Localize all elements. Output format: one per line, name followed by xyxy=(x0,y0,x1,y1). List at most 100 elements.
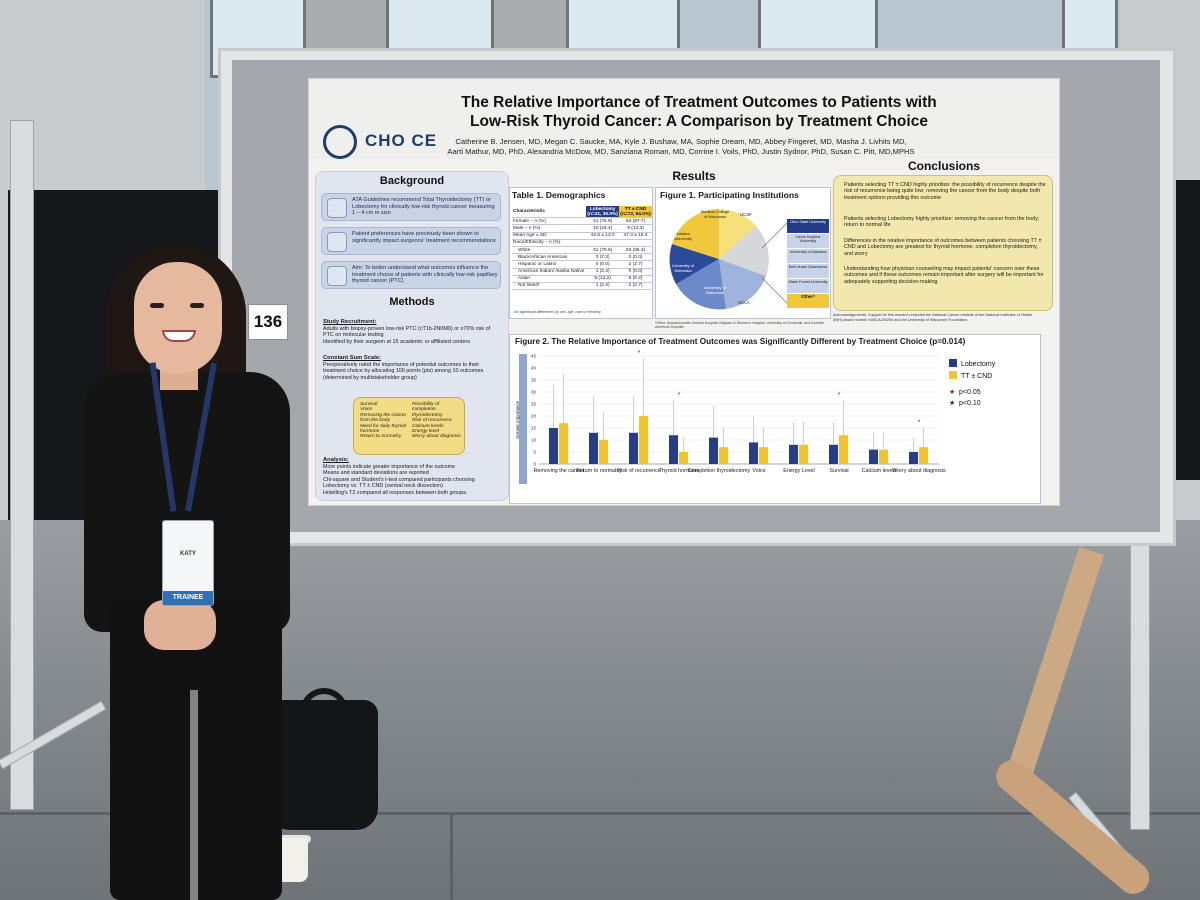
pie-slice xyxy=(672,209,719,259)
analysis-item: More points indicate greater importance … xyxy=(323,463,456,470)
title-line-1: The Relative Importance of Treatment Out… xyxy=(461,94,937,111)
legend-p05: p<0.05 xyxy=(959,389,981,396)
figure1-footnote: *Other: Massachusetts General Hospital, … xyxy=(655,321,825,330)
bar-lobectomy xyxy=(669,435,678,464)
slice-label: University of Wisconsin xyxy=(703,285,726,295)
table-cell: 5 (12.2) xyxy=(586,275,620,283)
institution-box-other: Other* xyxy=(787,294,829,308)
table-cell: Black/African American xyxy=(512,253,587,262)
importance-arrow xyxy=(519,354,527,484)
table-cell: 64 (87.7) xyxy=(619,217,652,226)
name-badge: KATY TRAINEE xyxy=(162,520,214,606)
y-tick-label: 45 xyxy=(531,354,537,359)
institutions-pie xyxy=(669,209,769,310)
table-row: Mean Age ± SD 42.6 ± 13.0 47.3 ± 15.4 xyxy=(512,232,652,240)
research-poster: CHO CE The Relative Importance of Treatm… xyxy=(308,78,1060,506)
x-tick-label: Survival xyxy=(829,468,848,474)
background-item-text: Patient preferences have previously been… xyxy=(352,231,496,244)
left-stand-post xyxy=(10,120,34,810)
outcome-item: Need for daily thyroid hormone xyxy=(360,423,407,435)
table-cell: 2 (2.7) xyxy=(619,282,652,291)
table-cell: 1 (2.4) xyxy=(586,282,620,291)
connector-lines xyxy=(761,221,789,305)
floor-seam xyxy=(0,812,1200,815)
y-tick-label: 40 xyxy=(531,366,537,371)
legend-p10: p<0.10 xyxy=(959,400,981,407)
table-row: Hispanic or Latino 0 (0.0) 2 (2.7) xyxy=(512,260,652,269)
pie-slice xyxy=(669,244,719,284)
bar-lobectomy xyxy=(589,432,598,464)
conclusions-panel: Patients selecting TT ± CND highly prior… xyxy=(833,175,1053,311)
methods-heading: Methods xyxy=(389,296,435,308)
institution-box: Wake Forest University xyxy=(787,279,829,293)
table-cell xyxy=(619,239,652,247)
table-row: Black/African American 3 (7.3) 0 (0.0) xyxy=(512,253,652,262)
slice-label: UCSF xyxy=(740,212,752,217)
table-row: Asian 5 (12.2) 6 (8.2) xyxy=(512,275,652,283)
background-item-text: Aim: To better understand what outcomes … xyxy=(352,265,498,285)
table-cell: 6 (8.2) xyxy=(619,275,652,283)
bar-tt-cnd xyxy=(719,447,728,464)
slice-label: Medical College of Wisconsin xyxy=(700,209,730,219)
table-cell: 10 (24.4) xyxy=(586,224,620,233)
table-cell: 31 (75.6) xyxy=(586,217,620,226)
background-item: Aim: To better understand what outcomes … xyxy=(321,261,501,289)
recruitment-heading: Study Recruitment: xyxy=(323,319,377,325)
table-row: Male – n (%) 10 (24.4) 9 (12.3) xyxy=(512,224,652,233)
analysis-item: Chi-square and Student's t-test compared… xyxy=(323,476,475,490)
y-tick-label: 30 xyxy=(531,390,537,395)
table-cell: 63 (86.3) xyxy=(619,246,652,255)
table-row: Not listed* 1 (2.4) 2 (2.7) xyxy=(512,282,652,291)
y-tick-label: 20 xyxy=(531,414,537,419)
slice-label: Indiana University xyxy=(674,231,692,241)
recruitment-item: Identified by their surgeon at 15 academ… xyxy=(323,338,471,345)
table-cell: American Indian/ Alaska Native xyxy=(512,268,587,276)
pie-slice xyxy=(719,226,769,276)
bar-tt-cnd xyxy=(759,447,768,464)
institution-box: Johns Hopkins University xyxy=(787,234,829,248)
authors-line-1: Catherine B. Jensen, MD, Megan C. Saucke… xyxy=(455,137,907,146)
table-cell: Asian xyxy=(512,275,587,283)
person-hands xyxy=(144,600,216,650)
bar-lobectomy xyxy=(629,432,638,464)
slice-label: University of Nebraska xyxy=(671,263,694,273)
pie-slice xyxy=(719,209,756,259)
table-cell: Female – n (%) xyxy=(512,217,587,226)
handbag xyxy=(268,700,378,830)
person-eye xyxy=(190,303,204,308)
legend-label: TT ± CND xyxy=(961,373,992,380)
outcome-item: Worry about diagnosis xyxy=(412,434,461,440)
recruitment-block: Study Recruitment: Adults with biopsy-pr… xyxy=(323,319,499,345)
outcomes-right: Possibility of completion thyroidectomy … xyxy=(412,402,464,440)
col-tt-cnd: TT ± CND (n=73, 64.0%) xyxy=(619,206,652,219)
y-tick-label: 10 xyxy=(531,438,537,443)
x-tick-label: Risk of recurrence xyxy=(617,468,661,474)
authors-line-2: Aarti Mathur, MD, PhD, Alexandria McDow,… xyxy=(447,147,915,156)
conclusions-heading: Conclusions xyxy=(907,159,980,173)
person-face xyxy=(134,262,222,374)
table-cell: 42.6 ± 13.0 xyxy=(586,232,620,240)
table-cell: Male – n (%) xyxy=(512,224,587,233)
logo-text: CHO CE xyxy=(365,131,438,150)
analysis-item: Hotelling's T2 compared all responses be… xyxy=(323,489,468,496)
bar-tt-cnd xyxy=(559,423,568,464)
pie-slice xyxy=(719,259,766,309)
col-lobectomy: Lobectomy (n=41, 36.0%) xyxy=(586,206,620,219)
target-icon xyxy=(327,266,347,286)
x-tick-label: Voice xyxy=(752,468,765,474)
legend-star: ★ xyxy=(949,399,955,407)
outcome-item: Energy level xyxy=(412,429,439,435)
outcome-item: Calcium levels xyxy=(412,423,444,429)
x-tick-label: Removing the cancer xyxy=(534,468,585,474)
x-tick-label: Return to normalcy xyxy=(576,468,622,474)
background-item-text: ATA Guidelines recommend Total Thyroidec… xyxy=(352,197,495,217)
title-line-2: Low-Risk Thyroid Cancer: A Comparison by… xyxy=(470,113,928,130)
bar-tt-cnd xyxy=(639,416,648,464)
bar-tt-cnd xyxy=(679,452,688,464)
table1-title: Table 1. Demographics xyxy=(512,190,606,200)
bar-tt-cnd xyxy=(919,447,928,464)
bar-lobectomy xyxy=(789,444,798,464)
person-leg-gap xyxy=(190,690,198,900)
legend-label: Lobectomy xyxy=(961,361,996,368)
outcome-item: Voice xyxy=(360,407,373,413)
